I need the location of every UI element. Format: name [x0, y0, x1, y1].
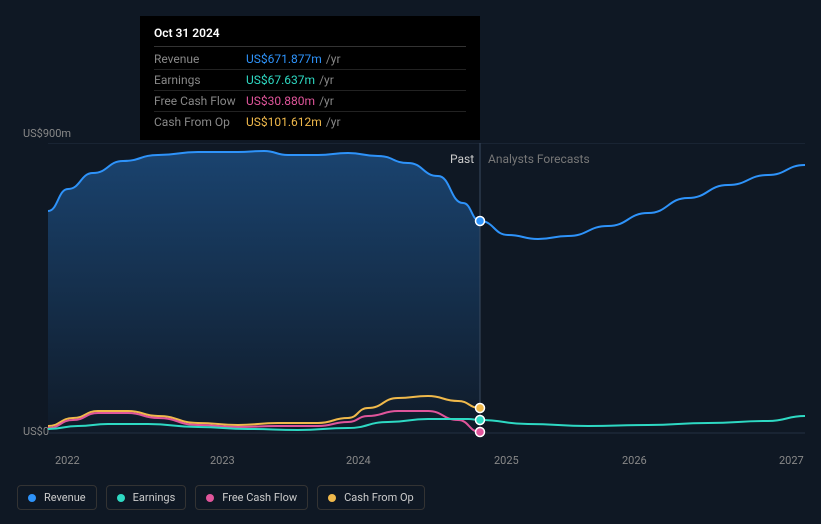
xaxis-label: 2024 — [346, 454, 371, 467]
tooltip-label: Revenue — [154, 52, 246, 66]
tooltip-label: Cash From Op — [154, 115, 246, 129]
xaxis-label: 2027 — [779, 454, 804, 467]
tooltip-row: Cash From OpUS$101.612m/yr — [154, 112, 466, 132]
marker-revenue — [476, 217, 485, 226]
legend-dot-icon — [328, 494, 336, 502]
tooltip-label: Earnings — [154, 73, 246, 87]
legend: Revenue Earnings Free Cash Flow Cash From O… — [17, 485, 425, 510]
tooltip-value: US$101.612m — [246, 115, 322, 129]
yaxis-label-min: US$0 — [23, 425, 49, 438]
marker-free-cash-flow — [476, 428, 485, 437]
tooltip-date: Oct 31 2024 — [154, 26, 466, 47]
chart-area[interactable] — [48, 143, 805, 444]
legend-label: Free Cash Flow — [222, 491, 297, 504]
series-fill-revenue — [48, 151, 805, 433]
legend-item-free-cash-flow[interactable]: Free Cash Flow — [195, 485, 308, 510]
tooltip-unit: /yr — [319, 73, 334, 87]
tooltip-value: US$30.880m — [246, 94, 315, 108]
legend-label: Earnings — [133, 491, 176, 504]
xaxis-label: 2026 — [622, 454, 647, 467]
tooltip-row: Free Cash FlowUS$30.880m/yr — [154, 91, 466, 112]
tooltip-label: Free Cash Flow — [154, 94, 246, 108]
yaxis-label-max: US$900m — [23, 127, 71, 140]
tooltip-value: US$671.877m — [246, 52, 322, 66]
legend-item-cash-from-op[interactable]: Cash From Op — [317, 485, 425, 510]
tooltip-unit: /yr — [326, 52, 341, 66]
tooltip-row: RevenueUS$671.877m/yr — [154, 49, 466, 70]
legend-dot-icon — [117, 494, 125, 502]
tooltip-row: EarningsUS$67.637m/yr — [154, 70, 466, 91]
xaxis-label: 2025 — [494, 454, 519, 467]
chart-svg — [48, 143, 805, 444]
chart-tooltip: Oct 31 2024 RevenueUS$671.877m/yrEarning… — [140, 16, 480, 140]
legend-item-revenue[interactable]: Revenue — [17, 485, 97, 510]
xaxis-label: 2023 — [210, 454, 235, 467]
marker-earnings — [476, 416, 485, 425]
legend-label: Cash From Op — [344, 491, 414, 504]
tooltip-unit: /yr — [319, 94, 334, 108]
tooltip-value: US$67.637m — [246, 73, 315, 87]
legend-dot-icon — [206, 494, 214, 502]
legend-dot-icon — [28, 494, 36, 502]
marker-cash-from-op — [476, 404, 485, 413]
legend-label: Revenue — [44, 491, 86, 504]
xaxis-label: 2022 — [55, 454, 80, 467]
tooltip-unit: /yr — [326, 115, 341, 129]
legend-item-earnings[interactable]: Earnings — [106, 485, 187, 510]
